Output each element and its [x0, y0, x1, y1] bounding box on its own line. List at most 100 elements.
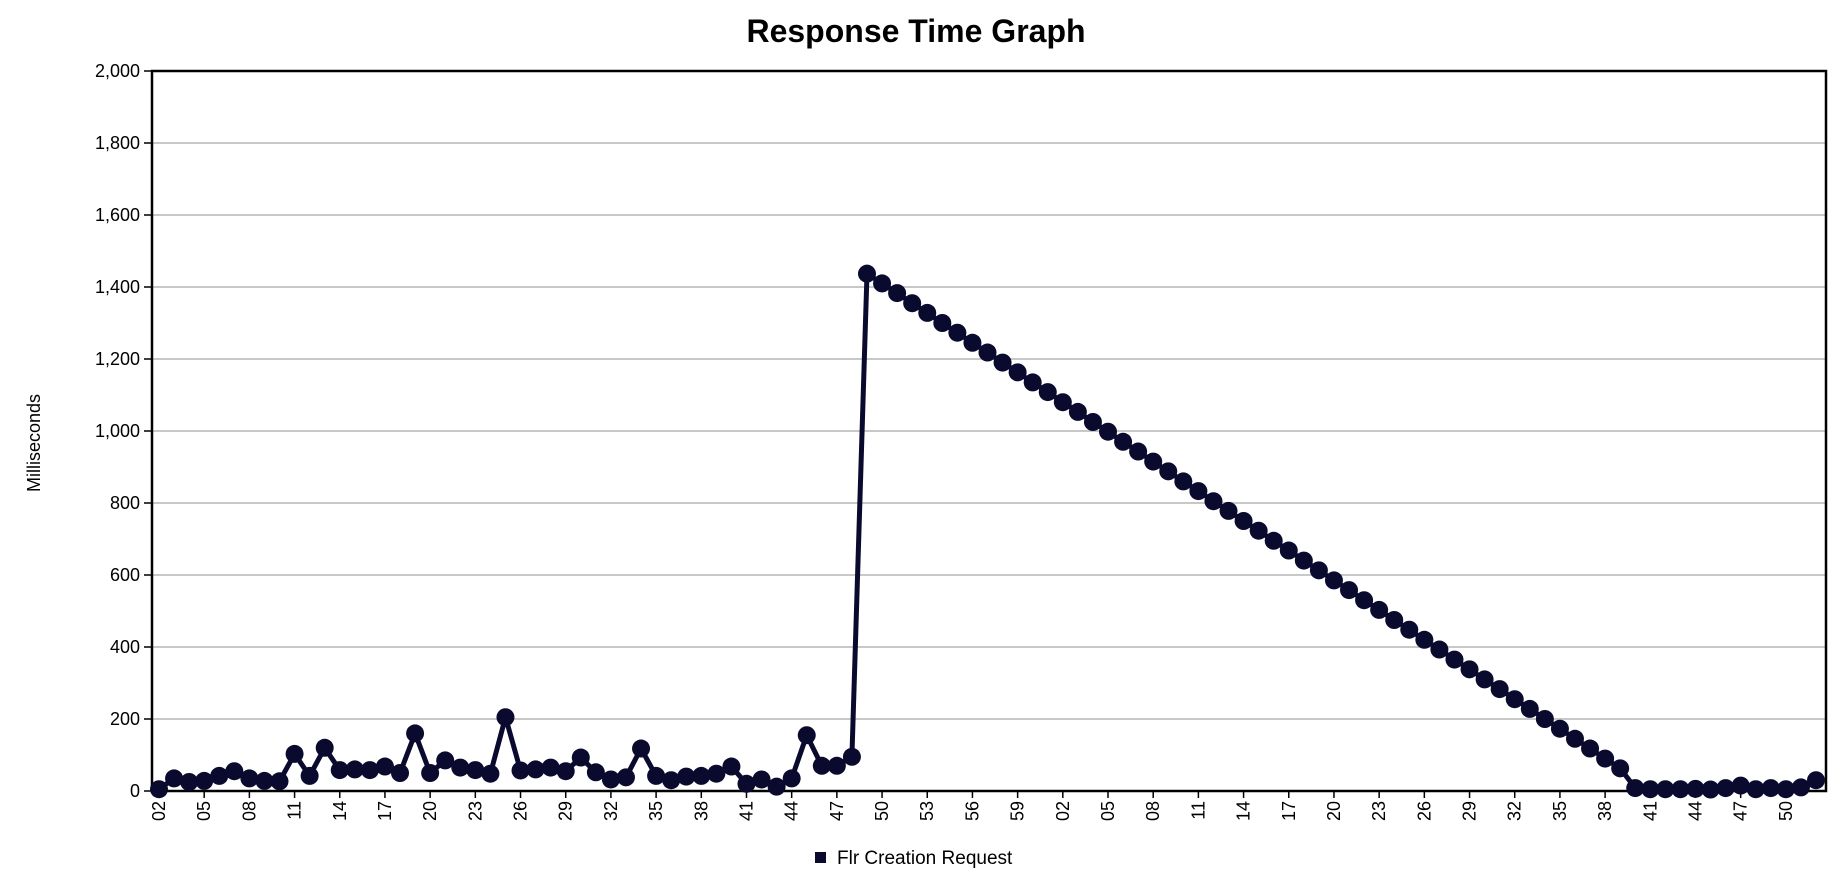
data-point — [375, 757, 394, 776]
legend: Flr Creation Request — [815, 848, 1013, 869]
x-tick-label: 23 — [1369, 801, 1389, 821]
x-tick-label: 50 — [872, 801, 892, 821]
data-point — [1490, 680, 1509, 699]
data-point — [1144, 452, 1163, 471]
y-tick-label: 200 — [110, 709, 140, 729]
x-tick-label: 05 — [194, 801, 214, 821]
data-point — [1324, 571, 1343, 590]
data-point — [315, 738, 334, 757]
data-point — [1038, 383, 1057, 402]
data-point — [1671, 780, 1690, 799]
data-point — [1596, 749, 1615, 768]
x-tick-label: 29 — [1460, 801, 1480, 821]
y-tick-label: 1,800 — [95, 133, 140, 153]
y-axis-ticks: 0 200 400 600 800 1,000 1,200 1,400 1,600 1,800 2,… — [95, 61, 152, 801]
data-point — [963, 333, 982, 352]
x-tick-label: 32 — [1505, 801, 1525, 821]
data-point — [842, 747, 861, 766]
y-tick-label: 1,600 — [95, 205, 140, 225]
data-point — [195, 771, 214, 790]
data-point — [1189, 482, 1208, 501]
data-point — [1686, 779, 1705, 798]
data-point — [1053, 393, 1072, 412]
data-point — [888, 284, 907, 303]
data-point — [285, 744, 304, 763]
x-tick-label: 38 — [691, 801, 711, 821]
data-point — [601, 770, 620, 789]
data-point — [466, 761, 485, 780]
x-tick-label: 44 — [1685, 801, 1705, 821]
y-tick-label: 1,400 — [95, 277, 140, 297]
x-tick-label: 47 — [827, 801, 847, 821]
x-tick-label: 56 — [962, 801, 982, 821]
data-point — [436, 751, 455, 770]
data-point — [1611, 759, 1630, 778]
data-point — [210, 766, 229, 785]
data-point — [1114, 432, 1133, 451]
data-point — [1309, 561, 1328, 580]
data-point — [496, 708, 515, 727]
x-tick-label: 08 — [239, 801, 259, 821]
data-point — [948, 323, 967, 342]
data-point — [1400, 620, 1419, 639]
data-point — [511, 761, 530, 780]
data-point — [1068, 402, 1087, 421]
legend-label: Flr Creation Request — [837, 848, 1013, 869]
x-tick-label: 23 — [465, 801, 485, 821]
data-point — [662, 771, 681, 790]
data-point — [1776, 780, 1795, 799]
data-point — [150, 780, 168, 799]
data-point — [616, 768, 635, 787]
x-tick-label: 50 — [1776, 801, 1796, 821]
data-point — [165, 769, 184, 788]
data-point — [360, 761, 379, 780]
data-point — [797, 726, 816, 745]
data-point — [993, 353, 1012, 372]
x-tick-label: 53 — [917, 801, 937, 821]
data-point — [1731, 776, 1750, 795]
data-point — [556, 762, 575, 781]
data-point — [1761, 779, 1780, 798]
x-tick-label: 26 — [1414, 801, 1434, 821]
data-point — [541, 758, 560, 777]
data-point — [1475, 670, 1494, 689]
data-point — [632, 739, 651, 758]
data-point — [1129, 442, 1148, 461]
chart-title: Response Time Graph — [746, 13, 1085, 49]
data-point — [873, 274, 892, 293]
data-point — [1174, 472, 1193, 491]
data-point — [1535, 710, 1554, 728]
series-flr-creation-request — [150, 264, 1825, 799]
x-axis-ticks: 02 05 08 11 14 17 20 23 26 29 32 35 38 41 44 47 50 53 56 59… — [149, 791, 1796, 821]
x-tick-label: 26 — [511, 801, 531, 821]
data-point — [1460, 660, 1479, 679]
data-point — [978, 343, 997, 362]
x-tick-label: 41 — [1640, 801, 1660, 821]
x-tick-label: 59 — [1008, 801, 1028, 821]
data-point — [1023, 373, 1042, 392]
x-tick-label: 02 — [149, 801, 169, 821]
x-tick-label: 35 — [1550, 801, 1570, 821]
x-tick-label: 17 — [1279, 801, 1299, 821]
data-point — [1520, 699, 1539, 718]
x-tick-label: 14 — [1234, 801, 1254, 821]
data-point — [1581, 739, 1600, 758]
data-point — [240, 769, 259, 788]
data-point — [1716, 779, 1735, 798]
data-point — [1791, 778, 1810, 797]
data-point — [647, 766, 666, 785]
data-point — [1234, 512, 1253, 530]
data-point — [677, 767, 696, 786]
x-tick-label: 20 — [420, 801, 440, 821]
data-point — [180, 773, 199, 791]
data-point — [300, 766, 319, 785]
data-point — [1159, 462, 1178, 481]
data-point — [1565, 729, 1584, 748]
data-point — [903, 294, 922, 313]
data-point — [526, 760, 545, 779]
x-tick-label: 17 — [375, 801, 395, 821]
data-point — [255, 771, 274, 790]
data-point — [1294, 551, 1313, 570]
